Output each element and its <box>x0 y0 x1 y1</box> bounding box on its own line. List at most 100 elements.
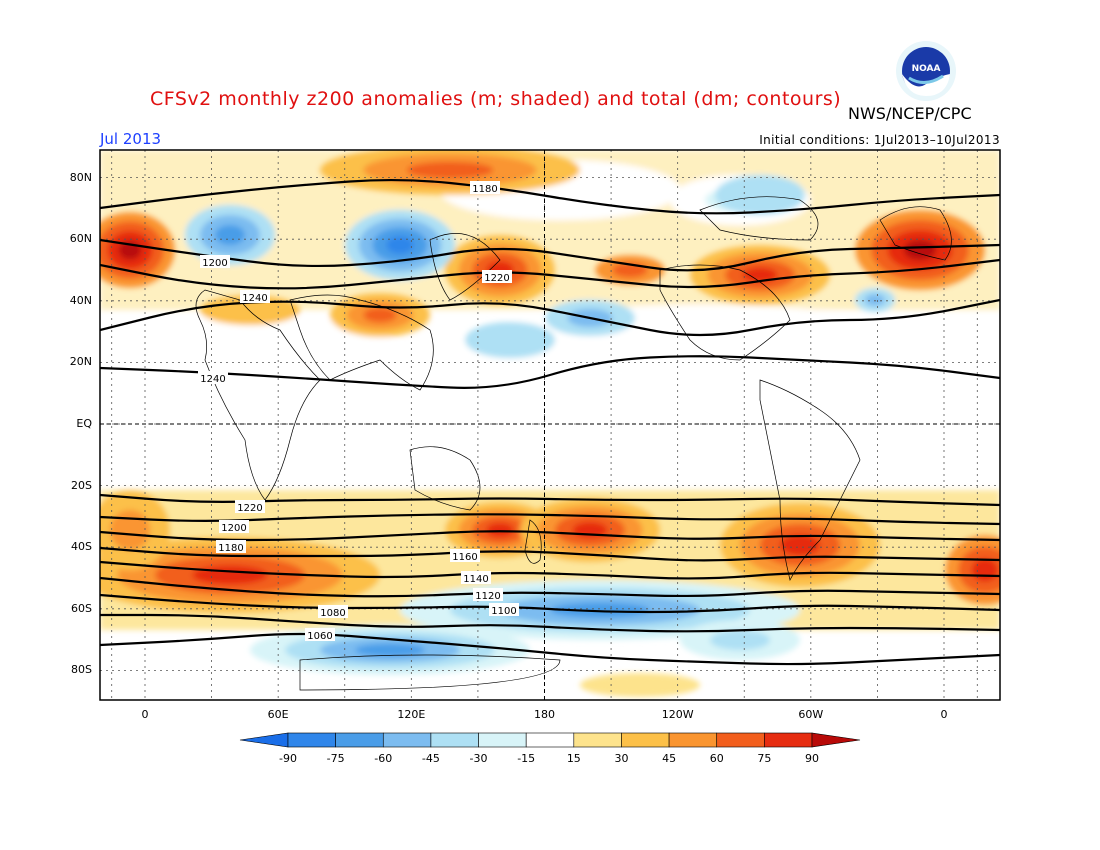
svg-text:1180: 1180 <box>218 543 243 554</box>
anomaly-blob <box>780 534 820 556</box>
contour-label: 1140 <box>461 571 491 585</box>
colorbar-segment <box>287 732 336 748</box>
contour-line <box>100 546 1000 562</box>
colorbar-arrow-left <box>239 732 289 748</box>
anomaly-blob <box>971 558 999 582</box>
colorbar-segment <box>430 732 479 748</box>
anomaly-blob <box>215 225 245 245</box>
chart-title: CFSv2 monthly z200 anomalies (m; shaded)… <box>150 88 842 110</box>
lat-label: 80N <box>69 170 92 184</box>
plot-frame <box>99 149 1001 701</box>
anomaly-shading <box>100 150 1000 697</box>
coastline-path <box>879 206 952 261</box>
svg-text:1160: 1160 <box>452 552 477 563</box>
svg-text:1240: 1240 <box>200 374 225 385</box>
lat-label: 60N <box>69 232 92 246</box>
lat-label: 40S <box>71 540 92 554</box>
lon-label: 0 <box>940 708 948 721</box>
anomaly-blob <box>355 643 425 657</box>
coastline-path <box>699 196 819 241</box>
coastline-path <box>409 446 481 511</box>
anomaly-blob <box>550 602 650 618</box>
contour-label: 1220 <box>482 270 512 284</box>
anomaly-blob <box>715 175 805 215</box>
contour-line <box>100 258 1000 290</box>
anomaly-blob <box>192 565 268 585</box>
anomaly-blob <box>406 161 494 179</box>
svg-text:1120: 1120 <box>475 591 500 602</box>
anomaly-blob <box>100 315 400 385</box>
colorbar-tick-label: 75 <box>757 752 772 765</box>
contour-line <box>100 530 1000 542</box>
lat-label: 20S <box>71 478 92 492</box>
colorbar <box>239 732 861 748</box>
colorbar-tick-label: -60 <box>374 752 393 765</box>
anomaly-blob <box>110 510 150 550</box>
lon-label: 180 <box>534 708 555 721</box>
contour-label: 1160 <box>450 549 480 563</box>
svg-text:1220: 1220 <box>484 273 509 284</box>
contour-line <box>100 355 1000 389</box>
colorbar-tick-label: -45 <box>421 752 440 765</box>
lon-label: 120W <box>661 708 694 721</box>
coastline-path <box>299 654 561 691</box>
anomaly-blob <box>363 307 397 323</box>
coastline-path <box>524 519 542 564</box>
svg-text:1200: 1200 <box>202 258 227 269</box>
colorbar-tick-label: 15 <box>566 752 581 765</box>
svg-text:1200: 1200 <box>221 523 246 534</box>
contour-line <box>100 238 1000 272</box>
colorbar-tick-label: 90 <box>805 752 819 765</box>
anomaly-blob <box>710 630 770 650</box>
lat-label: 80S <box>71 663 92 677</box>
colorbar-segment <box>478 732 527 748</box>
contour-label: 1120 <box>473 588 503 602</box>
contour-label: 1180 <box>216 540 246 554</box>
contour-label: 1180 <box>470 181 500 195</box>
svg-text:1140: 1140 <box>463 574 488 585</box>
colorbar-segment <box>335 732 384 748</box>
agency-label: NWS/NCEP/CPC <box>848 104 972 123</box>
lat-label: EQ <box>76 417 92 430</box>
anomaly-blob <box>742 267 778 283</box>
contour-line <box>100 632 1000 666</box>
colorbar-tick-label: -30 <box>469 752 488 765</box>
lon-label: 60W <box>798 708 824 721</box>
colorbar-tick-label: 45 <box>662 752 677 765</box>
contour-line <box>100 613 1000 633</box>
colorbar-tick-label: 60 <box>709 752 724 765</box>
svg-text:1080: 1080 <box>320 608 345 619</box>
colorbar-segment <box>668 732 718 748</box>
coastline-path <box>759 379 861 582</box>
colorbar-tick-label: -75 <box>326 752 345 765</box>
lon-label: 0 <box>141 708 149 721</box>
coastlines <box>195 196 952 691</box>
svg-text:1180: 1180 <box>472 184 497 195</box>
lon-label: 120E <box>397 708 426 721</box>
contour-labels: 1180 1200 1220 1240 1240 1220 1200 1180 1160 1140… <box>198 181 519 642</box>
svg-text:1060: 1060 <box>307 631 332 642</box>
contour-label: 1100 <box>489 603 519 617</box>
contour-label: 1080 <box>318 605 348 619</box>
anomaly-blob <box>865 294 885 306</box>
anomaly-blob <box>580 673 700 697</box>
lat-label: 40N <box>69 293 92 307</box>
noaa-logo-icon: NOAA <box>896 41 956 101</box>
svg-text:1240: 1240 <box>242 293 267 304</box>
initial-conditions-label: Initial conditions: 1Jul2013–10Jul2013 <box>759 133 1000 147</box>
lat-label: 20N <box>69 355 92 369</box>
colorbar-tick-label: -90 <box>279 752 297 765</box>
contour-line <box>100 576 1000 598</box>
colorbar-segment <box>525 732 575 748</box>
month-label: Jul 2013 <box>100 130 162 148</box>
anomaly-blob <box>386 236 414 254</box>
colorbar-arrow-right <box>811 732 861 748</box>
contour-label: 1200 <box>200 255 230 269</box>
anomaly-blob <box>486 523 514 537</box>
svg-text:1100: 1100 <box>491 606 516 617</box>
colorbar-segment <box>764 732 813 748</box>
svg-text:NOAA: NOAA <box>912 64 941 74</box>
contour-label: 1200 <box>219 520 249 534</box>
colorbar-segment <box>621 732 670 748</box>
